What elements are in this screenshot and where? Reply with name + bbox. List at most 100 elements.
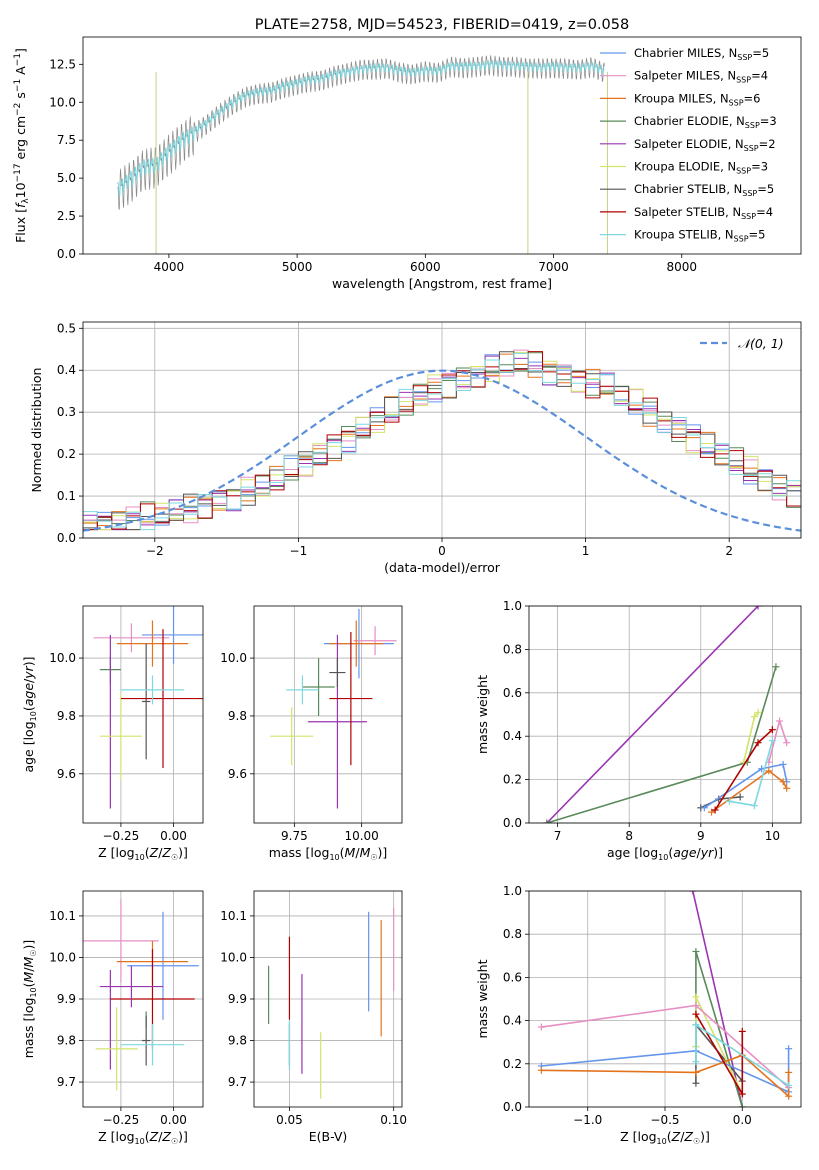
y-tick-label: 9.6	[228, 767, 247, 781]
y-axis-label: Flux [fλ10−17 erg cm−2 s−1 A−1]	[13, 48, 31, 243]
x-tick-label: 0.00	[160, 829, 187, 843]
age_vs_mass-axes: 9.75 10.00 9.6 9.8 10.0	[220, 606, 402, 843]
y-tick-label: 0.0	[57, 531, 76, 545]
x-tick-label: 9.75	[281, 829, 308, 843]
legend-label: Kroupa STELIB, NSSP=5	[634, 228, 765, 244]
legend-label-normal: 𝒩(0, 1)	[738, 336, 784, 351]
weight_vs_age-axes: 7 8 9 10 0.0 0.2 0.4 0.6 0.8 1.0	[503, 599, 801, 843]
x-axis-label: age [log10(age/yr)]	[607, 845, 723, 862]
y-tick-label: 9.8	[228, 709, 247, 723]
legend-label: Kroupa ELODIE, NSSP=3	[634, 160, 768, 176]
y-tick-label: 0.8	[503, 642, 522, 656]
mass_vs_Z-axes: −0.25 0.00 9.7 9.8 9.9 10.0 10.1	[49, 891, 203, 1127]
y-tick-label: 10.1	[49, 909, 76, 923]
weight_vs_age-lines	[543, 606, 791, 823]
age_vs_Z-axes: −0.25 0.00 9.6 9.8 10.0	[49, 606, 203, 843]
weight_vs_age-frame	[528, 605, 802, 824]
y-axis-label: Normed distribution	[29, 368, 44, 493]
x-axis-label: (data-model)/error	[384, 560, 501, 575]
mass_vs_ebv-errorbars	[267, 907, 395, 1099]
x-axis-label: Z [log10(Z/Z☉)]	[98, 845, 188, 862]
y-tick-label: 0.4	[57, 363, 76, 377]
x-tick-label: 7	[554, 829, 562, 843]
y-axis-label: mass weight	[475, 959, 490, 1038]
x-axis-label: mass [log10(M/M☉)]	[269, 845, 388, 862]
y-tick-label: 10.1	[220, 909, 247, 923]
weight_vs_Z-lines	[537, 891, 793, 1107]
spectrum-frame	[82, 36, 802, 255]
x-tick-label: −1	[290, 544, 308, 558]
x-tick-label: 0.05	[276, 1113, 303, 1127]
x-tick-label: 5000	[282, 260, 313, 274]
weight-series-line	[546, 606, 759, 823]
x-tick-label: 8000	[666, 260, 697, 274]
y-tick-label: 0.1	[57, 489, 76, 503]
x-tick-label: 9	[697, 829, 705, 843]
y-tick-label: 0.4	[503, 729, 522, 743]
age_vs_mass-frame	[253, 605, 403, 824]
x-tick-label: 0.00	[160, 1113, 187, 1127]
x-tick-label: 0	[438, 544, 446, 558]
figure-title: PLATE=2758, MJD=54523, FIBERID=0419, z=0…	[255, 17, 629, 33]
y-tick-label: 0.3	[57, 405, 76, 419]
legend-label: Chabrier ELODIE, NSSP=3	[634, 114, 777, 130]
x-tick-label: 6000	[410, 260, 441, 274]
y-tick-label: 9.6	[57, 767, 76, 781]
age_vs_Z-frame	[82, 605, 204, 824]
y-tick-label: 10.0	[220, 651, 247, 665]
x-tick-label: 10.00	[344, 829, 378, 843]
legend-label: Chabrier MILES, NSSP=5	[634, 46, 769, 62]
x-tick-label: −0.5	[650, 1113, 679, 1127]
legend-label: Kroupa MILES, NSSP=6	[634, 91, 760, 107]
y-tick-label: 0.0	[503, 816, 522, 830]
histograms	[83, 349, 801, 538]
y-tick-label: 10.0	[220, 950, 247, 964]
y-tick-label: 9.8	[57, 1034, 76, 1048]
y-tick-label: 0.0	[57, 247, 76, 261]
y-tick-label: 9.9	[228, 992, 247, 1006]
x-tick-label: −0.25	[103, 829, 140, 843]
spectrum-axes: 4000 5000 6000 7000 8000 0.0 2.5 5.0 7.5 10.0 12.5	[49, 57, 697, 274]
y-tick-label: 0.2	[57, 447, 76, 461]
y-tick-label: 0.4	[503, 1014, 522, 1028]
legend-label: Salpeter MILES, NSSP=4	[634, 69, 768, 85]
x-tick-label: 10	[765, 829, 780, 843]
y-tick-label: 0.6	[503, 686, 522, 700]
y-tick-label: 9.9	[57, 992, 76, 1006]
y-tick-label: 0.0	[503, 1100, 522, 1114]
y-tick-label: 0.2	[503, 773, 522, 787]
histogram-series	[83, 352, 801, 538]
mass_vs_Z-frame	[82, 890, 204, 1108]
y-tick-label: 2.5	[57, 209, 76, 223]
spectrum-model-line	[117, 59, 605, 197]
y-tick-label: 0.8	[503, 927, 522, 941]
weight-series-line	[703, 763, 788, 809]
y-tick-label: 7.5	[57, 133, 76, 147]
x-tick-label: −0.25	[103, 1113, 140, 1127]
y-tick-label: 10.0	[49, 950, 76, 964]
legend-label: Salpeter ELODIE, NSSP=2	[634, 137, 776, 153]
y-axis-label: mass weight	[475, 675, 490, 754]
spectrum-lines	[117, 55, 608, 254]
weight-series-line	[546, 666, 777, 823]
x-tick-label: 0.10	[380, 1113, 407, 1127]
y-tick-label: 10.0	[49, 95, 76, 109]
y-tick-label: 9.8	[228, 1034, 247, 1048]
y-tick-label: 1.0	[503, 884, 522, 898]
x-axis-label: Z [log10(Z/Z☉)]	[98, 1129, 188, 1146]
x-tick-label: 0.0	[733, 1113, 752, 1127]
y-axis-label: mass [log10(M/M☉)]	[21, 940, 38, 1059]
y-tick-label: 12.5	[49, 57, 76, 71]
age_vs_Z-errorbars	[93, 606, 203, 809]
histogram-frame	[82, 321, 802, 539]
weight_vs_Z-frame	[528, 890, 802, 1108]
weight-series-line	[711, 769, 788, 813]
y-tick-label: 9.7	[57, 1075, 76, 1089]
y-tick-label: 0.2	[503, 1057, 522, 1071]
x-tick-label: −2	[146, 544, 164, 558]
y-tick-label: 9.8	[57, 709, 76, 723]
spectrum-legend: Chabrier MILES, NSSP=5 Salpeter MILES, NS…	[600, 46, 777, 244]
x-axis-label: Z [log10(Z/Z☉)]	[620, 1129, 710, 1146]
y-tick-label: 10.0	[49, 651, 76, 665]
